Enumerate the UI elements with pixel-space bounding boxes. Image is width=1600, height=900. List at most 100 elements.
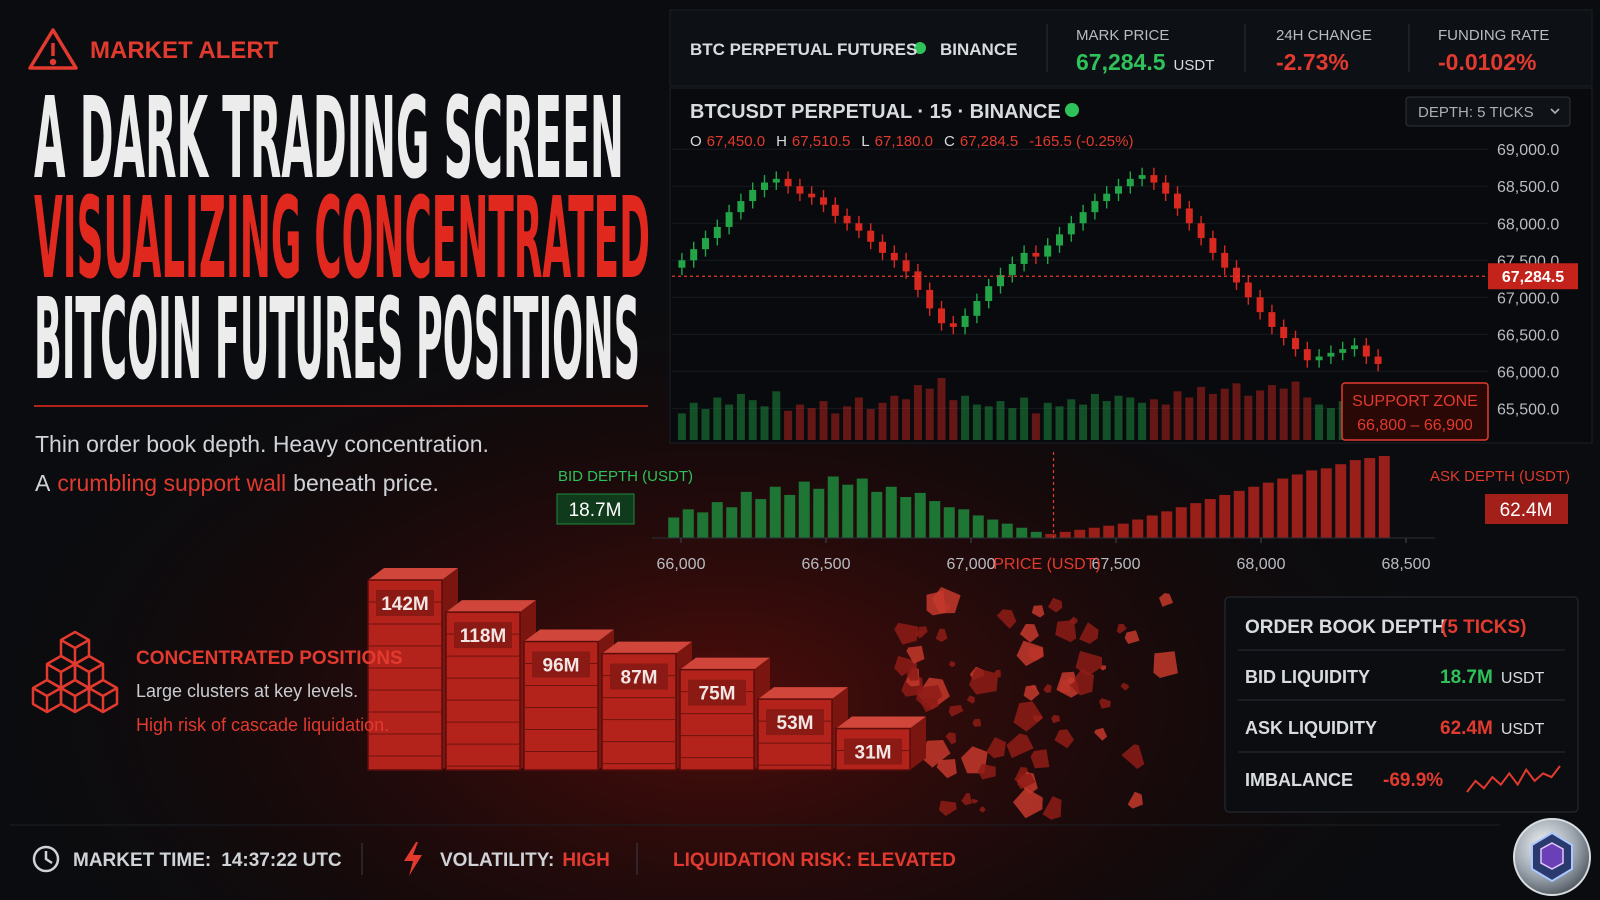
debris xyxy=(926,590,947,616)
volume-bar xyxy=(1326,408,1335,440)
clock-icon xyxy=(32,845,60,873)
debris xyxy=(1017,773,1036,790)
candle-body xyxy=(1268,312,1276,327)
bid-depth-bar xyxy=(755,499,767,538)
ask-depth-bar xyxy=(1277,478,1289,538)
ask-depth-bar xyxy=(1117,523,1129,538)
candle-body xyxy=(737,201,745,213)
label-plate xyxy=(532,651,590,678)
candle-body xyxy=(985,286,993,302)
chart-title: BTCUSDT PERPETUAL · 15 · BINANCE xyxy=(690,101,1061,123)
ask-depth-bar xyxy=(1204,499,1216,538)
candle-body xyxy=(1174,193,1181,209)
ask-depth-bar xyxy=(1132,519,1144,538)
row-label: ASK LIQUIDITY xyxy=(1245,718,1377,738)
support-zone-box xyxy=(1341,382,1489,441)
row-label: BID LIQUIDITY xyxy=(1245,667,1370,687)
candle-body xyxy=(1115,186,1122,194)
debris xyxy=(1016,640,1044,667)
ask-depth-bar xyxy=(1320,468,1332,538)
volume-bar xyxy=(772,391,781,440)
volume-bar xyxy=(1256,390,1265,440)
support-zone-range: 66,800 – 66,900 xyxy=(1357,417,1473,434)
debris xyxy=(972,719,982,727)
candle-body xyxy=(1374,356,1382,364)
candle-body xyxy=(1303,349,1311,361)
positions-line: High risk of cascade liquidation. xyxy=(136,715,389,735)
bid-depth-bar xyxy=(914,492,926,538)
candle-body xyxy=(1067,223,1075,235)
debris xyxy=(978,763,996,780)
volume-bar xyxy=(677,413,686,440)
stat-label: MARK PRICE xyxy=(1076,27,1169,44)
debris xyxy=(1124,630,1140,644)
candle-body xyxy=(1362,345,1370,357)
volume-bar xyxy=(807,408,816,440)
unit: USDT xyxy=(1174,57,1215,74)
subtitle: Thin order book depth. Heavy concentrati… xyxy=(35,431,489,457)
debris xyxy=(1116,623,1127,634)
ask-depth-bar xyxy=(1219,494,1231,538)
order-book-ticks: (5 TICKS) xyxy=(1441,617,1527,638)
imbalance-sparkline xyxy=(1466,765,1561,793)
volume-bar xyxy=(1067,399,1076,440)
bid-depth-bar xyxy=(813,488,825,538)
positions-line: Large clusters at key levels. xyxy=(136,681,358,701)
bid-depth-bar xyxy=(842,484,854,538)
block-top xyxy=(524,629,614,642)
ask-depth-bar xyxy=(1262,482,1274,538)
candle-body xyxy=(1150,175,1158,183)
bid-depth-bar xyxy=(1001,523,1013,538)
label-plate xyxy=(376,590,434,616)
candle-body xyxy=(1292,338,1299,350)
bid-depth-bar xyxy=(1030,531,1042,538)
volume-bar xyxy=(961,395,970,440)
depth-selector[interactable] xyxy=(1405,96,1571,127)
candle-body xyxy=(855,223,863,231)
x-tick-label: 66,500 xyxy=(802,556,851,573)
volume-bar xyxy=(784,410,793,440)
bid-depth-bar xyxy=(987,519,999,538)
subtitle: beneath price. xyxy=(293,470,439,496)
candle-body xyxy=(820,197,827,205)
depth-selector-box[interactable] xyxy=(1405,96,1571,127)
candle-body xyxy=(890,252,898,261)
ask-depth-bar xyxy=(1306,470,1318,538)
candle-body xyxy=(1197,223,1205,239)
candle-body xyxy=(1244,282,1252,298)
candle-body xyxy=(1103,193,1111,202)
volume-bar xyxy=(1220,388,1229,440)
volume-bar xyxy=(831,413,840,440)
volume-bar xyxy=(1197,386,1206,440)
candle-body xyxy=(761,182,768,190)
candle-body xyxy=(879,241,886,253)
ask-depth-bar xyxy=(1074,529,1086,538)
debris xyxy=(1043,683,1052,693)
row-unit: USDT xyxy=(1501,721,1545,738)
candle-body xyxy=(749,189,757,202)
volume-bar xyxy=(736,393,745,440)
debris xyxy=(945,732,957,745)
y-tick-label: 68,500.0 xyxy=(1497,179,1559,196)
debris xyxy=(1023,685,1040,701)
volume-bar xyxy=(1149,399,1158,440)
ohlc-key: H xyxy=(776,133,787,150)
ask-depth-bar xyxy=(1378,456,1390,538)
block-top xyxy=(446,600,536,613)
candle-body xyxy=(1339,349,1347,353)
volume-bar xyxy=(878,402,887,440)
label-plate xyxy=(688,679,746,706)
debris xyxy=(1094,727,1108,741)
ohlc-key: O xyxy=(690,133,702,150)
debris xyxy=(1099,698,1111,709)
volume-bar xyxy=(1138,402,1147,440)
candle-body xyxy=(1032,252,1040,257)
block-label: 75M xyxy=(699,684,736,705)
block-label: 142M xyxy=(381,594,429,615)
funding-rate: -0.0102% xyxy=(1438,49,1536,75)
positions-title: CONCENTRATED POSITIONS xyxy=(136,648,403,669)
depth-selector-label: DEPTH: 5 TICKS xyxy=(1418,104,1534,121)
ask-depth-bar xyxy=(1248,486,1260,538)
last-price-label: 67,284.5 xyxy=(1502,269,1564,286)
volume-bar xyxy=(1126,397,1135,440)
